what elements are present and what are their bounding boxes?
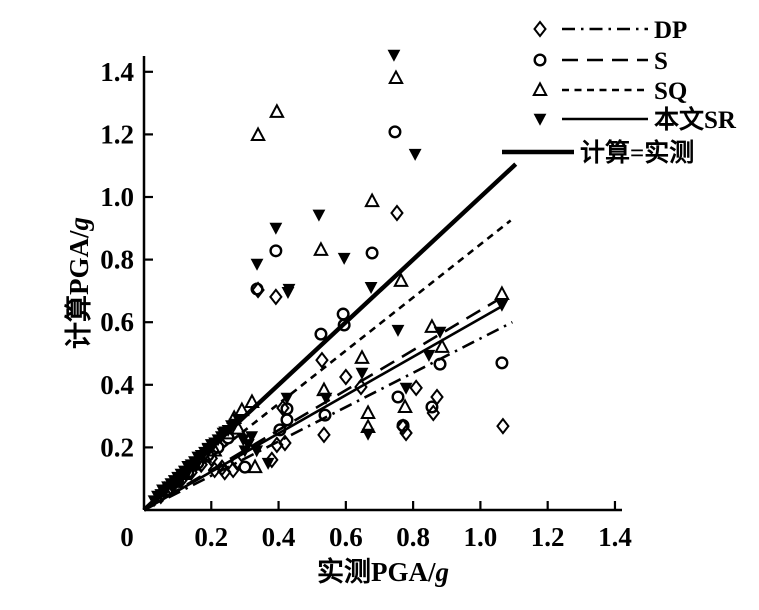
legend-marker-本文SR <box>533 113 547 126</box>
point-本文SR <box>245 431 259 444</box>
point-S <box>337 318 351 332</box>
point-SQ <box>313 241 329 256</box>
y-tick-label: 0.8 <box>100 245 134 275</box>
point-DP <box>278 434 292 452</box>
point-S <box>250 282 264 296</box>
point-SQ <box>397 398 413 414</box>
x-tick-label: 1.0 <box>464 522 498 552</box>
x-tick-label: 0 <box>120 522 134 552</box>
legend-item-SQ: SQ <box>532 78 687 105</box>
y-tick-label: 0.6 <box>100 307 134 337</box>
y-tick-label: 1.2 <box>100 119 134 149</box>
point-本文SR <box>391 324 405 337</box>
point-S <box>269 244 283 258</box>
point-本文SR <box>355 367 369 380</box>
legend-item-DP: DP <box>533 17 687 44</box>
point-S <box>388 125 402 139</box>
point-本文SR <box>387 49 401 62</box>
point-本文SR <box>269 222 283 235</box>
point-本文SR <box>312 209 326 222</box>
point-本文SR <box>364 281 378 294</box>
point-DP <box>315 351 329 369</box>
point-SQ <box>269 103 285 118</box>
point-本文SR <box>433 326 447 339</box>
fit-line-本文SR <box>143 304 504 512</box>
x-tick-label: 0.6 <box>329 522 363 552</box>
fit-line-计算=实测 <box>142 162 518 512</box>
point-S <box>396 418 410 432</box>
point-SQ <box>494 285 510 301</box>
legend-label: S <box>654 48 668 75</box>
point-本文SR <box>261 457 275 470</box>
fit-line-S <box>143 299 498 512</box>
point-DP <box>339 368 353 386</box>
point-本文SR <box>319 392 333 405</box>
point-S <box>318 408 332 422</box>
point-SQ <box>393 272 409 287</box>
point-本文SR <box>250 258 264 271</box>
point-SQ <box>364 192 380 208</box>
legend-item-S: S <box>533 48 668 75</box>
y-tick-label: 0.4 <box>100 370 134 400</box>
x-axis-label: 实测PGA/g <box>317 556 449 587</box>
point-S <box>391 390 405 404</box>
legend-label: SQ <box>654 78 687 105</box>
point-SQ <box>247 458 263 474</box>
point-本文SR <box>422 349 436 362</box>
legend-label: DP <box>654 17 687 44</box>
legend-marker-SQ <box>532 81 548 96</box>
point-DP <box>317 426 331 444</box>
fit-line-SQ <box>143 219 512 512</box>
point-SQ <box>424 318 440 333</box>
point-S <box>280 413 294 427</box>
point-S <box>336 307 350 321</box>
legend-item-本文SR: 本文SR <box>533 105 737 134</box>
point-S <box>425 400 439 414</box>
point-S <box>314 327 328 341</box>
x-tick-label: 1.4 <box>598 522 632 552</box>
legend-label: 本文SR <box>654 105 737 134</box>
point-DP <box>496 417 510 435</box>
point-DP <box>409 379 423 397</box>
point-S <box>495 356 509 370</box>
point-本文SR <box>399 382 413 395</box>
y-tick-label: 0.2 <box>100 432 134 462</box>
series-本文SR <box>147 49 509 508</box>
x-tick-label: 0.2 <box>194 522 228 552</box>
x-tick-label: 1.2 <box>531 522 565 552</box>
point-本文SR <box>337 252 351 265</box>
fit-line-DP <box>143 321 513 512</box>
point-DP <box>396 418 410 436</box>
point-SQ <box>388 69 404 85</box>
y-axis-label: 计算PGA/g <box>63 217 94 349</box>
point-S <box>365 246 379 260</box>
series-SQ <box>156 69 510 496</box>
x-tick-label: 0.4 <box>262 522 296 552</box>
point-SQ <box>250 126 266 142</box>
point-DP <box>390 204 404 222</box>
legend-label: 计算=实测 <box>580 138 694 167</box>
point-本文SR <box>361 428 375 441</box>
point-本文SR <box>408 148 422 161</box>
point-SQ <box>354 349 370 364</box>
point-SQ <box>434 338 450 353</box>
y-tick-label: 1.0 <box>100 182 134 212</box>
point-DP <box>269 288 283 306</box>
x-tick-label: 0.8 <box>396 522 430 552</box>
legend-marker-DP <box>533 20 547 38</box>
legend-marker-S <box>533 53 547 67</box>
point-本文SR <box>282 283 296 296</box>
legend-item-计算=实测: 计算=实测 <box>502 138 694 167</box>
point-DP <box>265 451 279 469</box>
point-S <box>238 460 252 474</box>
point-SQ <box>360 404 376 419</box>
y-tick-label: 1.4 <box>100 57 134 87</box>
